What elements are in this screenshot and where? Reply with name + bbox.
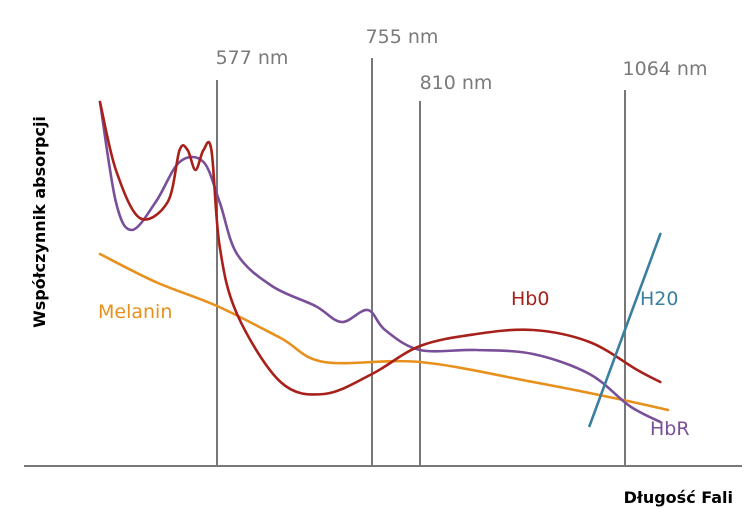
series-label-h20: H20 <box>640 288 678 310</box>
y-axis-title: Współczynnik absorpcji <box>30 116 49 328</box>
wavelength-markers: 577 nm 755 nm 810 nm 1064 nm <box>216 26 708 466</box>
series-label-hbr: HbR <box>650 418 690 440</box>
series-line-hbr <box>98 100 662 424</box>
series-line-melanin <box>98 252 670 412</box>
series-label-melanin: Melanin <box>98 301 172 323</box>
x-axis-title: Długość Fali <box>624 488 733 507</box>
series-line-h20 <box>588 232 662 428</box>
series-line-hb0 <box>98 100 662 396</box>
marker-label-810: 810 nm <box>420 72 493 94</box>
series-label-hb0: Hb0 <box>511 288 549 310</box>
series-group <box>98 100 670 428</box>
marker-label-1064: 1064 nm <box>623 58 708 80</box>
marker-label-577: 577 nm <box>216 47 289 69</box>
marker-label-755: 755 nm <box>366 26 439 48</box>
